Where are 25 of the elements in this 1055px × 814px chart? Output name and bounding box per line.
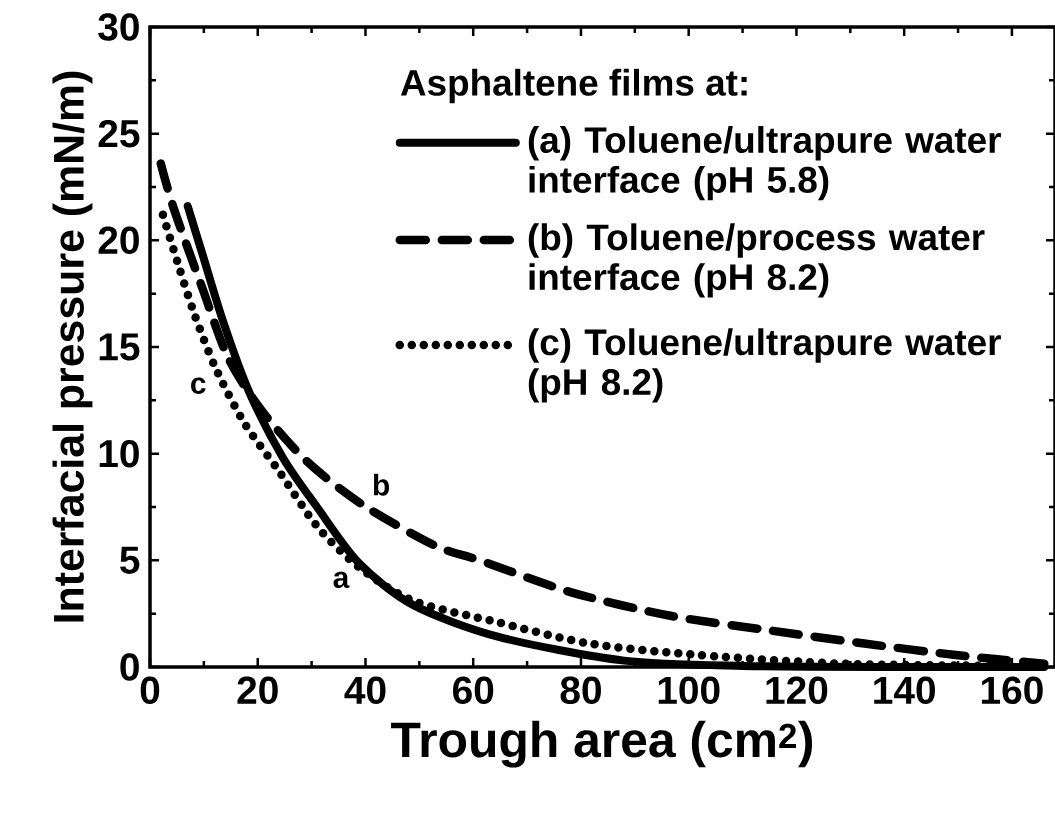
x-axis-title: Trough area (cm$^{2}$) xyxy=(391,720,813,768)
x-tick-label: 40 xyxy=(344,676,386,705)
annotation: c xyxy=(191,377,206,394)
annotation: a xyxy=(333,571,350,589)
x-tick-label: 0 xyxy=(140,676,160,705)
y-tick-label: 30 xyxy=(98,13,139,41)
x-tick-label: 140 xyxy=(874,676,935,705)
x-tick-label: 20 xyxy=(237,676,278,705)
y-axis-title: Interfacial pressure (mN/m) xyxy=(52,71,93,622)
legend-label: (b) Toluene/process water interface (pH 8.2) xyxy=(528,223,985,298)
y-tick-label: 20 xyxy=(98,226,139,255)
y-tick-label: 0 xyxy=(120,653,139,681)
x-tick-label: 160 xyxy=(981,676,1043,705)
x-tick-label: 100 xyxy=(658,676,720,705)
legend-title: Asphaltene films at: xyxy=(400,68,747,104)
y-tick-label: 5 xyxy=(120,546,140,574)
annotation: b xyxy=(373,473,390,496)
legend-label: (a) Toluene/ultrapure water interface (pH 5.8) xyxy=(528,126,1001,201)
legend-label: (c) Toluene/ultrapure water (pH 8.2) xyxy=(528,328,1001,403)
y-tick-label: 25 xyxy=(98,119,140,148)
y-tick-label: 10 xyxy=(99,439,139,468)
x-tick-label: 60 xyxy=(453,676,494,705)
y-tick-label: 15 xyxy=(99,333,140,361)
x-tick-label: 80 xyxy=(560,676,601,705)
x-tick-label: 120 xyxy=(766,676,828,705)
